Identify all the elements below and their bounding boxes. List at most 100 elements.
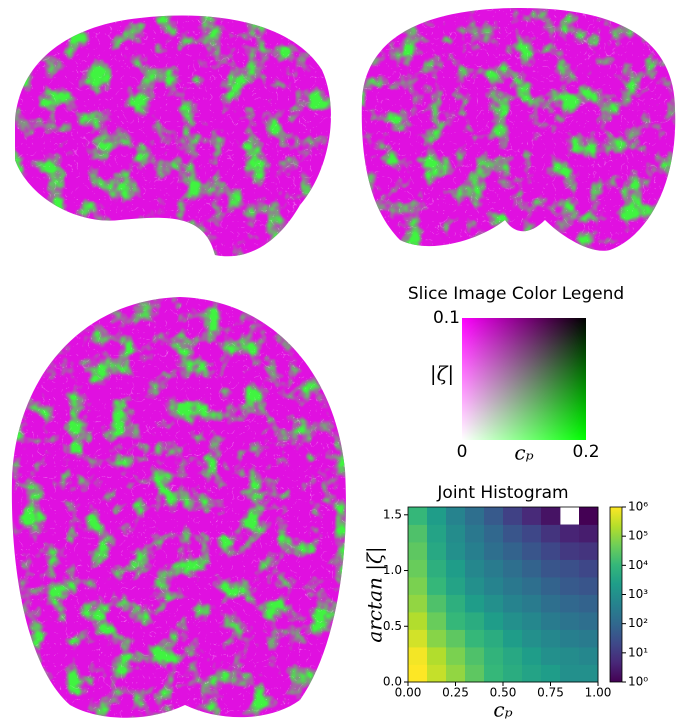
- histogram-cell: [503, 594, 523, 613]
- histogram-cell: [446, 647, 466, 665]
- histogram-cell: [503, 664, 523, 683]
- histogram-cell: [408, 559, 428, 578]
- histogram-cell: [484, 542, 504, 560]
- histogram-cell: [579, 629, 599, 648]
- histogram-cell: [522, 629, 542, 648]
- histogram-cell: [446, 612, 466, 630]
- y-tick-label: 0.0: [383, 675, 402, 689]
- x-tick-label: 0.25: [442, 686, 469, 700]
- y-axis-label: arctan |ζ|: [363, 546, 388, 642]
- histogram-cell: [427, 542, 447, 560]
- histogram-cell: [465, 507, 485, 525]
- histogram-cell: [465, 647, 485, 665]
- histogram-cell: [446, 524, 466, 543]
- histogram-cell: [465, 577, 485, 595]
- x-tick-label: 0.75: [537, 686, 564, 700]
- histogram-cell: [560, 577, 580, 595]
- histogram-cell: [560, 647, 580, 665]
- histogram-cell: [503, 629, 523, 648]
- histogram-cell: [522, 594, 542, 613]
- colorbar-tick-label: 10²: [628, 616, 648, 630]
- histogram-cell: [446, 629, 466, 648]
- histogram-cell: [446, 594, 466, 613]
- x-tick-label: 0.2: [572, 442, 599, 462]
- histogram-cell: [541, 594, 561, 613]
- histogram-cell: [503, 647, 523, 665]
- histogram-cell: [408, 594, 428, 613]
- histogram-cell: [579, 542, 599, 560]
- histogram-cell: [465, 524, 485, 543]
- histogram-cell: [541, 647, 561, 665]
- histogram-cell: [446, 664, 466, 683]
- histogram-cell: [560, 559, 580, 578]
- histogram-cell: [579, 612, 599, 630]
- colorbar-tick-label: 10¹: [628, 645, 648, 659]
- histogram-cell: [427, 664, 447, 683]
- brain-coronal: [361, 8, 676, 251]
- histogram-cell: [503, 524, 523, 543]
- histogram-cell: [541, 612, 561, 630]
- colorbar-tick-label: 10⁶: [628, 500, 648, 514]
- x-axis-label: cₚ: [514, 441, 533, 465]
- colorbar-tick-label: 10⁴: [628, 558, 648, 572]
- histogram-cell: [446, 542, 466, 560]
- histogram-cell: [427, 577, 447, 595]
- histogram-cell: [427, 612, 447, 630]
- histogram-cell: [560, 542, 580, 560]
- x-tick-label: 0.00: [395, 686, 422, 700]
- histogram-cell: [503, 577, 523, 595]
- colorbar: [609, 506, 623, 683]
- histogram-cell: [541, 524, 561, 543]
- histogram-cell: [465, 664, 485, 683]
- x-axis-label: cₚ: [493, 698, 512, 722]
- histogram-cell: [408, 612, 428, 630]
- brain-sagittal: [15, 15, 331, 257]
- histogram-cell: [503, 542, 523, 560]
- histogram-cell: [484, 647, 504, 665]
- histogram-cell: [503, 507, 523, 525]
- colorbar-tick-label: 10⁰: [628, 675, 648, 689]
- histogram-cell: [522, 507, 542, 525]
- legend-title: Slice Image Color Legend: [408, 284, 624, 304]
- histogram-cell: [465, 594, 485, 613]
- histogram-cell: [560, 594, 580, 613]
- histogram-cell: [579, 577, 599, 595]
- histogram-cell: [408, 507, 428, 525]
- histogram-cell: [427, 524, 447, 543]
- histogram-cell: [522, 647, 542, 665]
- histogram-cell: [427, 559, 447, 578]
- histogram-cell: [465, 559, 485, 578]
- histogram-cell: [541, 664, 561, 683]
- legend-gradient-bottom: [462, 318, 586, 440]
- histogram-cell: [408, 647, 428, 665]
- histogram-cell: [484, 524, 504, 543]
- histogram-cell: [484, 664, 504, 683]
- histogram-cell: [446, 559, 466, 578]
- histogram-cell: [484, 594, 504, 613]
- histogram-cell: [560, 612, 580, 630]
- histogram-cell: [522, 664, 542, 683]
- x-tick-label: 0.50: [490, 686, 517, 700]
- histogram-cell: [427, 594, 447, 613]
- histogram-cell: [579, 524, 599, 543]
- y-axis-label: |ζ|: [430, 362, 454, 387]
- histogram-cell: [579, 507, 599, 525]
- histogram-cell: [484, 559, 504, 578]
- histogram-cell: [484, 612, 504, 630]
- histogram-cell: [484, 577, 504, 595]
- histogram-cell: [522, 577, 542, 595]
- histogram-cell: [522, 524, 542, 543]
- histogram-cell: [484, 629, 504, 648]
- histogram-cell: [579, 647, 599, 665]
- histogram-cell: [408, 524, 428, 543]
- histogram-cell: [560, 664, 580, 683]
- histogram-cell: [408, 629, 428, 648]
- histogram-cell: [522, 559, 542, 578]
- histogram-cell: [465, 612, 485, 630]
- brain-axial: [11, 297, 346, 718]
- histogram-cell: [522, 612, 542, 630]
- y-tick-label: 1.0: [383, 563, 402, 577]
- histogram-cell: [427, 629, 447, 648]
- histogram-cell: [503, 612, 523, 630]
- histogram-title: Joint Histogram: [436, 483, 568, 503]
